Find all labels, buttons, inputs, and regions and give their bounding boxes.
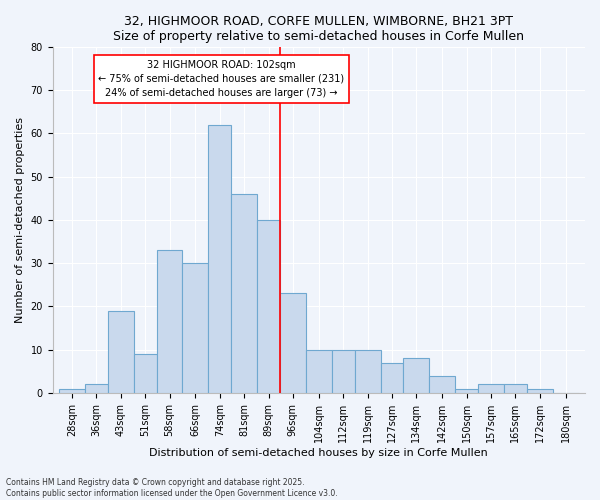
Bar bbox=[134, 354, 157, 393]
Bar bbox=[157, 250, 182, 393]
Bar bbox=[332, 350, 355, 393]
Bar bbox=[85, 384, 108, 393]
Bar bbox=[455, 388, 478, 393]
Bar bbox=[257, 220, 280, 393]
Title: 32, HIGHMOOR ROAD, CORFE MULLEN, WIMBORNE, BH21 3PT
Size of property relative to: 32, HIGHMOOR ROAD, CORFE MULLEN, WIMBORN… bbox=[113, 15, 524, 43]
Text: Contains HM Land Registry data © Crown copyright and database right 2025.
Contai: Contains HM Land Registry data © Crown c… bbox=[6, 478, 338, 498]
Bar bbox=[527, 388, 553, 393]
Bar bbox=[208, 125, 231, 393]
Bar bbox=[231, 194, 257, 393]
Bar bbox=[59, 388, 85, 393]
Y-axis label: Number of semi-detached properties: Number of semi-detached properties bbox=[15, 117, 25, 323]
Bar bbox=[182, 263, 208, 393]
Bar bbox=[306, 350, 332, 393]
Bar bbox=[108, 310, 134, 393]
Bar bbox=[403, 358, 429, 393]
Bar bbox=[380, 362, 403, 393]
X-axis label: Distribution of semi-detached houses by size in Corfe Mullen: Distribution of semi-detached houses by … bbox=[149, 448, 488, 458]
Bar bbox=[478, 384, 504, 393]
Bar bbox=[504, 384, 527, 393]
Bar bbox=[280, 294, 306, 393]
Bar bbox=[429, 376, 455, 393]
Bar bbox=[355, 350, 380, 393]
Text: 32 HIGHMOOR ROAD: 102sqm
← 75% of semi-detached houses are smaller (231)
24% of : 32 HIGHMOOR ROAD: 102sqm ← 75% of semi-d… bbox=[98, 60, 344, 98]
